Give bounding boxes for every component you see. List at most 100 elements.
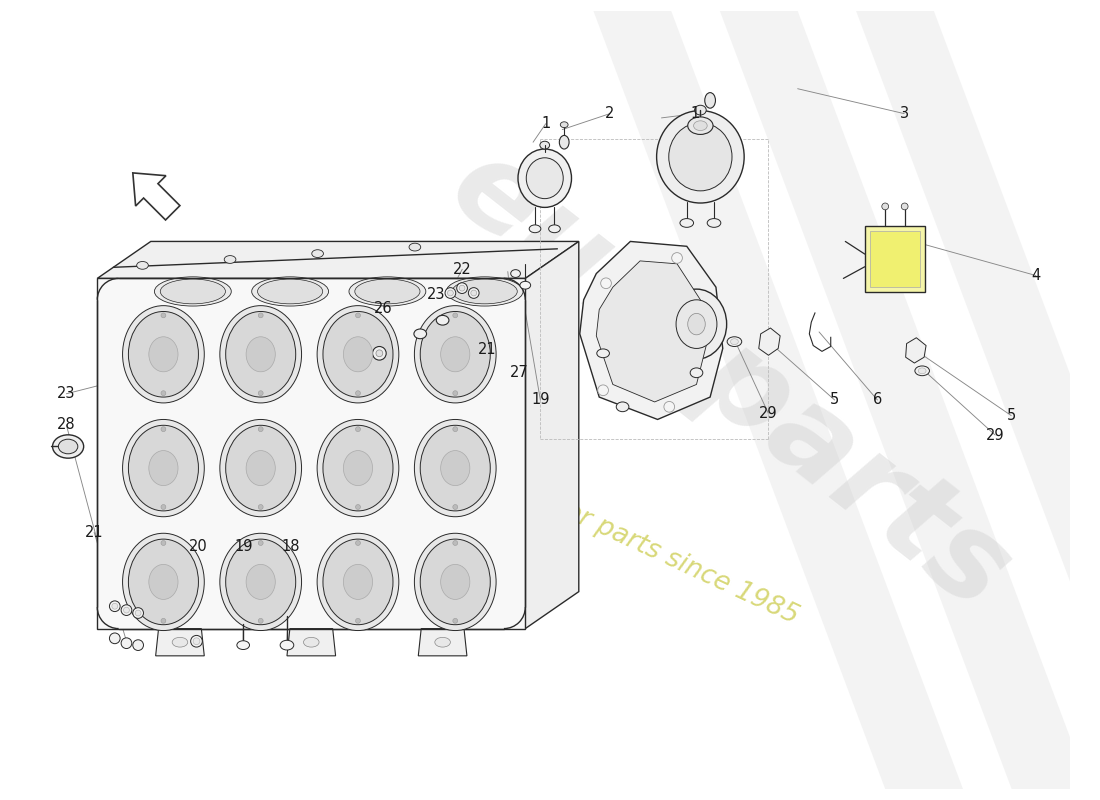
Ellipse shape: [148, 337, 178, 372]
Ellipse shape: [258, 426, 263, 432]
Ellipse shape: [194, 638, 200, 645]
Ellipse shape: [53, 435, 84, 458]
Ellipse shape: [161, 541, 166, 546]
Ellipse shape: [148, 564, 178, 599]
Ellipse shape: [161, 618, 166, 623]
Polygon shape: [418, 629, 466, 656]
Ellipse shape: [343, 450, 373, 486]
Ellipse shape: [688, 314, 705, 335]
Ellipse shape: [441, 450, 470, 486]
Ellipse shape: [453, 313, 458, 318]
Ellipse shape: [447, 277, 524, 306]
Ellipse shape: [109, 633, 120, 644]
Ellipse shape: [311, 250, 323, 258]
Polygon shape: [856, 11, 1100, 789]
Ellipse shape: [453, 390, 458, 396]
Ellipse shape: [680, 218, 694, 227]
Ellipse shape: [694, 121, 707, 130]
Ellipse shape: [415, 534, 496, 630]
Ellipse shape: [705, 93, 715, 108]
Text: 23: 23: [427, 287, 446, 302]
Ellipse shape: [129, 311, 198, 397]
Polygon shape: [719, 11, 1089, 789]
Text: 27: 27: [509, 366, 528, 380]
Ellipse shape: [376, 350, 383, 357]
Text: 20: 20: [188, 539, 207, 554]
Polygon shape: [526, 242, 579, 629]
Ellipse shape: [452, 279, 517, 304]
Ellipse shape: [317, 534, 399, 630]
Ellipse shape: [518, 149, 572, 207]
Text: 3: 3: [900, 106, 909, 121]
Ellipse shape: [437, 315, 449, 325]
Ellipse shape: [226, 311, 296, 397]
Ellipse shape: [664, 402, 674, 412]
Ellipse shape: [672, 253, 682, 263]
Ellipse shape: [529, 225, 541, 233]
Ellipse shape: [224, 255, 235, 263]
Ellipse shape: [355, 313, 361, 318]
Text: 19: 19: [531, 393, 550, 407]
Ellipse shape: [540, 142, 550, 149]
Ellipse shape: [420, 426, 491, 511]
Polygon shape: [97, 278, 526, 629]
Ellipse shape: [560, 122, 568, 128]
Ellipse shape: [471, 290, 476, 296]
Polygon shape: [287, 629, 336, 656]
Ellipse shape: [355, 426, 361, 432]
Ellipse shape: [112, 603, 118, 609]
Ellipse shape: [246, 564, 275, 599]
Ellipse shape: [190, 635, 202, 647]
Ellipse shape: [690, 368, 703, 378]
Ellipse shape: [323, 426, 393, 511]
Ellipse shape: [226, 539, 296, 625]
Ellipse shape: [136, 262, 149, 270]
Ellipse shape: [304, 638, 319, 647]
Ellipse shape: [58, 439, 78, 454]
Ellipse shape: [355, 279, 420, 304]
Ellipse shape: [161, 505, 166, 510]
Text: 23: 23: [57, 386, 76, 402]
Ellipse shape: [129, 426, 198, 511]
Ellipse shape: [597, 349, 609, 358]
Ellipse shape: [409, 243, 420, 251]
Ellipse shape: [343, 564, 373, 599]
Ellipse shape: [669, 122, 732, 191]
Polygon shape: [596, 261, 706, 402]
Ellipse shape: [133, 640, 143, 650]
Ellipse shape: [258, 618, 263, 623]
Ellipse shape: [349, 277, 426, 306]
Ellipse shape: [252, 277, 329, 306]
Ellipse shape: [918, 368, 926, 374]
Ellipse shape: [459, 286, 465, 291]
Ellipse shape: [727, 337, 741, 346]
Text: 22: 22: [453, 262, 472, 277]
Ellipse shape: [510, 270, 520, 278]
Ellipse shape: [258, 313, 263, 318]
Ellipse shape: [121, 605, 132, 615]
Ellipse shape: [226, 426, 296, 511]
Text: 21: 21: [85, 525, 103, 540]
Ellipse shape: [317, 306, 399, 403]
Ellipse shape: [220, 306, 301, 403]
Ellipse shape: [258, 541, 263, 546]
Ellipse shape: [414, 329, 427, 338]
Text: 1: 1: [541, 116, 550, 131]
Polygon shape: [593, 11, 962, 789]
Ellipse shape: [373, 346, 386, 360]
Ellipse shape: [154, 277, 231, 306]
Ellipse shape: [161, 313, 166, 318]
Ellipse shape: [109, 601, 120, 611]
Ellipse shape: [526, 158, 563, 198]
Ellipse shape: [355, 390, 361, 396]
Ellipse shape: [453, 426, 458, 432]
Ellipse shape: [882, 203, 889, 210]
Bar: [865, 226, 925, 292]
Ellipse shape: [246, 450, 275, 486]
Ellipse shape: [129, 539, 198, 625]
Text: 26: 26: [374, 301, 393, 316]
Text: 4: 4: [1031, 268, 1041, 283]
Ellipse shape: [667, 289, 727, 359]
Ellipse shape: [355, 618, 361, 623]
Ellipse shape: [317, 419, 399, 517]
